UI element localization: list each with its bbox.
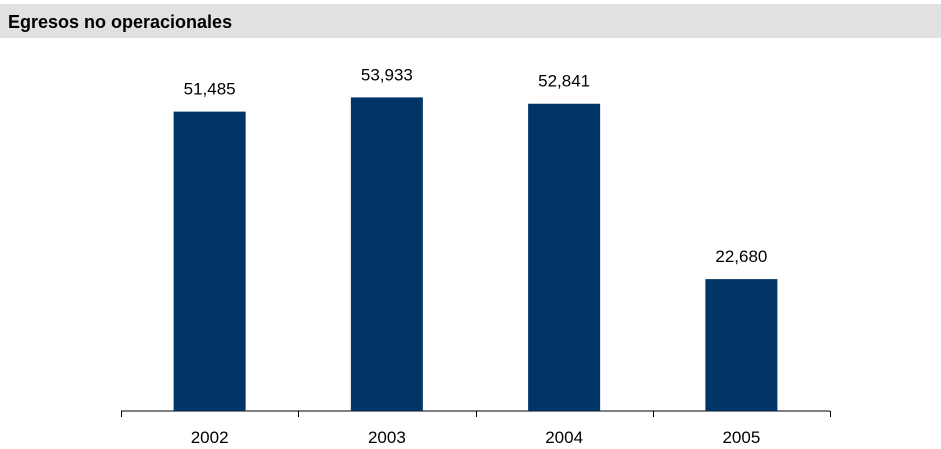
bar-2003 — [350, 97, 423, 412]
x-tick-label-2004: 2004 — [545, 428, 583, 447]
title-bar: Egresos no operacionales — [0, 4, 941, 38]
bar-2004 — [528, 103, 601, 411]
data-label-2004: 52,841 — [538, 72, 590, 91]
bar-2002 — [173, 111, 246, 411]
bar-2005 — [705, 279, 778, 411]
data-label-2005: 22,680 — [715, 247, 767, 266]
x-tick-label-2002: 2002 — [191, 428, 229, 447]
data-label-2003: 53,933 — [361, 65, 413, 84]
data-label-2002: 51,485 — [184, 80, 236, 99]
x-tick-label-2005: 2005 — [722, 428, 760, 447]
chart-title: Egresos no operacionales — [8, 12, 233, 32]
x-tick-label-2003: 2003 — [368, 428, 406, 447]
